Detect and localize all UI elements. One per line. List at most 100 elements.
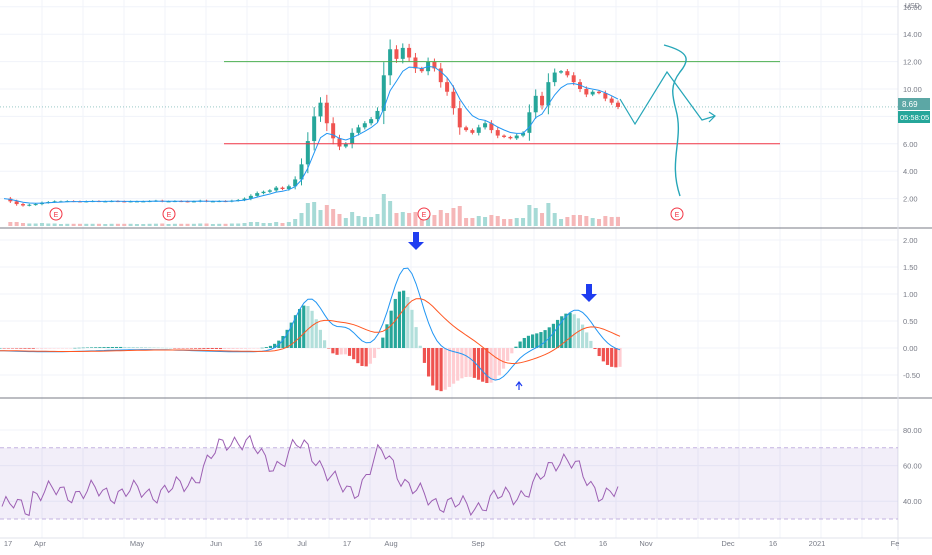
macd-histogram-bar: [472, 348, 476, 378]
macd-histogram-bar: [64, 348, 69, 349]
macd-histogram-bar: [273, 343, 277, 348]
price-tick-label: 6.00: [903, 140, 918, 149]
macd-histogram-bar: [493, 348, 497, 381]
macd-histogram-bar: [27, 348, 31, 349]
macd-histogram-bar: [389, 310, 393, 348]
time-tick-label: 16: [599, 539, 607, 548]
volume-bar: [33, 223, 38, 226]
volume-bar: [533, 208, 538, 226]
volume-bar: [508, 219, 513, 226]
macd-histogram-bar: [89, 347, 94, 348]
price-tick-label: 2.00: [903, 195, 918, 204]
macd-histogram-bar: [327, 348, 331, 349]
last-price-badge: [898, 98, 930, 110]
volume-bar: [350, 212, 355, 226]
macd-histogram-bar: [343, 348, 347, 355]
macd-histogram-bar: [555, 319, 560, 348]
macd-histogram-bar: [397, 291, 402, 348]
macd-histogram-bar: [181, 348, 185, 349]
macd-histogram-bar: [248, 348, 252, 349]
time-tick-label: 16: [254, 539, 262, 548]
volume-bar: [356, 216, 361, 226]
volume-bar: [122, 223, 127, 226]
projection-arrowhead: [708, 111, 716, 123]
macd-histogram-bar: [139, 347, 144, 348]
macd-histogram-bar: [580, 324, 585, 348]
macd-histogram-bar: [614, 348, 618, 368]
macd-tick-label: 0.50: [903, 317, 918, 326]
volume-bar: [407, 213, 412, 226]
candle-body: [470, 130, 475, 133]
time-tick-label: Fe: [891, 539, 900, 548]
macd-histogram-bar: [589, 340, 593, 348]
candle-body: [571, 75, 576, 83]
volume-bar: [565, 217, 570, 226]
macd-histogram-bar: [131, 347, 135, 348]
macd-histogram-bar: [306, 306, 310, 348]
candle-body: [286, 186, 291, 190]
volume-bar: [381, 194, 386, 226]
macd-histogram-bar: [297, 309, 302, 348]
macd-histogram-bar: [94, 347, 98, 348]
macd-histogram-bar: [352, 348, 356, 360]
volume-bar: [204, 223, 209, 226]
macd-histogram-bar: [431, 348, 435, 386]
volume-bar: [578, 215, 583, 226]
macd-histogram-bar: [481, 348, 485, 382]
macd-histogram-bar: [106, 347, 110, 348]
price-tick-label: 14.00: [903, 30, 922, 39]
macd-histogram-bar: [464, 348, 468, 377]
macd-histogram-bar: [402, 290, 406, 348]
macd-histogram-bar: [543, 330, 547, 348]
macd-histogram-bar: [289, 322, 293, 348]
macd-histogram-bar: [189, 348, 194, 349]
macd-histogram-bar: [193, 348, 198, 349]
volume-bar: [160, 223, 165, 226]
volume-bar: [71, 223, 76, 226]
macd-histogram-bar: [2, 348, 6, 349]
macd-histogram-bar: [239, 348, 243, 349]
macd-histogram-bar: [127, 346, 131, 348]
volume-bar: [179, 223, 184, 226]
macd-tick-label: 0.00: [903, 344, 918, 353]
macd-histogram-bar: [360, 348, 364, 366]
macd-line: [0, 267, 621, 381]
currency-label: USD: [905, 3, 920, 10]
volume-bar: [90, 223, 95, 226]
macd-histogram-bar: [535, 333, 539, 348]
macd-histogram-bar: [451, 348, 456, 384]
volume-bar: [400, 212, 405, 226]
candle-body: [609, 98, 614, 103]
macd-histogram-bar: [414, 327, 418, 348]
macd-histogram-bar: [605, 348, 610, 365]
macd-histogram-bar: [539, 332, 543, 348]
macd-histogram-bar: [243, 348, 248, 349]
candle-body: [312, 116, 317, 142]
candle-body: [299, 164, 304, 180]
volume-bar: [77, 223, 82, 226]
volume-bar: [166, 224, 171, 226]
signal-line: [0, 298, 621, 365]
volume-bar: [445, 213, 450, 226]
macd-histogram-bar: [610, 348, 614, 367]
candle-body: [280, 187, 285, 190]
volume-bar: [128, 223, 133, 226]
macd-histogram-bar: [489, 348, 493, 383]
volume-bar: [274, 222, 279, 226]
candle-body: [413, 57, 418, 69]
candle-body: [356, 127, 361, 133]
volume-bar: [495, 216, 500, 226]
macd-histogram-bar: [206, 348, 210, 349]
candle-body: [533, 95, 538, 113]
candle-body: [438, 68, 443, 83]
volume-bar: [489, 215, 494, 226]
earnings-marker: [417, 207, 431, 221]
macd-histogram-bar: [85, 347, 89, 349]
price-tick-label: 16.00: [903, 3, 922, 12]
volume-bar: [248, 222, 253, 226]
volume-bar: [293, 219, 298, 226]
rsi-tick-label: 40.00: [903, 497, 922, 506]
macd-histogram-bar: [119, 346, 123, 348]
macd-histogram-bar: [551, 323, 556, 348]
